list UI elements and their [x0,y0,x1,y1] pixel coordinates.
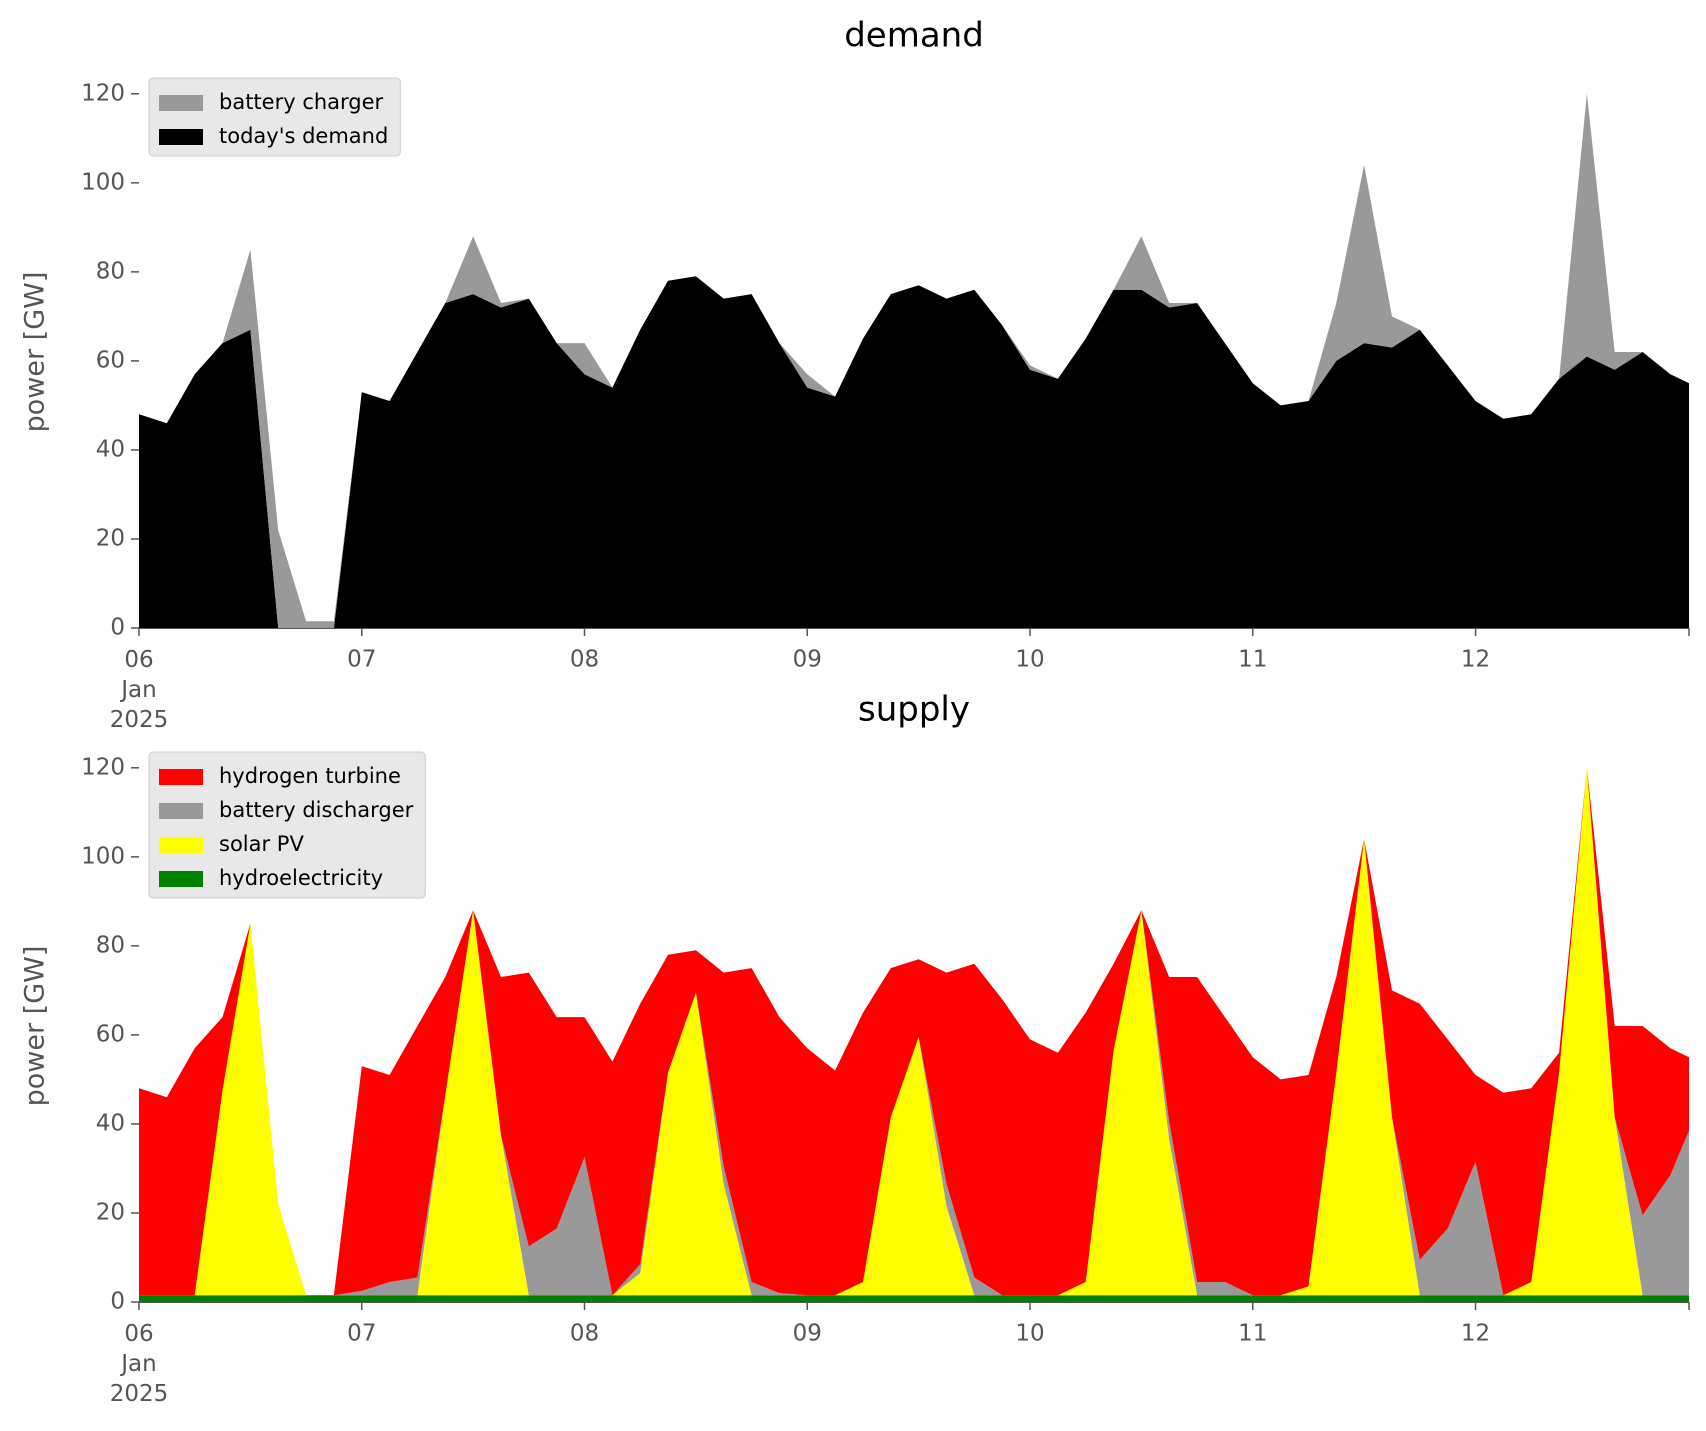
legend-label: today's demand [219,124,388,148]
legend-label: hydroelectricity [219,866,383,890]
legend-label: hydrogen turbine [219,764,401,788]
legend-swatch [159,803,203,819]
x-tick-label: 08 [570,1321,599,1347]
y-tick-label: 120 [81,80,125,106]
x-tick-label: 06 Jan 2025 [110,1321,169,1407]
y-tick-label: 20 [96,525,125,551]
legend-box [148,77,401,157]
x-tick-label: 07 [347,1321,376,1347]
area [139,1295,1689,1302]
legend-swatch [159,769,203,785]
y-tick-label: 60 [96,347,125,373]
area [139,767,1689,1296]
x-tick-label: 11 [1238,1321,1267,1347]
y-tick-label: 100 [81,843,125,869]
legend-box [148,751,426,899]
x-tick-label: 07 [347,647,376,673]
y-tick-label: 120 [81,754,125,780]
y-tick-label: 0 [110,615,125,641]
y-tick-label: 40 [96,436,125,462]
x-tick-label: 06 Jan 2025 [110,647,169,733]
legend-swatch [159,871,203,887]
legend-swatch [159,95,203,111]
y-tick-label: 80 [96,932,125,958]
legend: hydrogen turbine battery discharger solar … [148,751,426,899]
legend-label: solar PV [219,832,304,856]
area [139,276,1689,628]
x-tick-label: 10 [1015,1321,1044,1347]
y-axis-label: power [GW] [20,272,51,433]
y-tick-label: 40 [96,1110,125,1136]
chart-title: supply [858,690,970,730]
y-tick-label: 100 [81,169,125,195]
x-tick-label: 09 [793,647,822,673]
x-tick-label: 11 [1238,647,1267,673]
x-tick-label: 12 [1461,1321,1490,1347]
x-tick-label: 10 [1015,647,1044,673]
x-tick-label: 09 [793,1321,822,1347]
chart-title: demand [844,16,984,56]
area [139,767,1689,1296]
y-axis-label: power [GW] [20,946,51,1107]
x-tick-label: 08 [570,647,599,673]
legend-swatch [159,837,203,853]
y-tick-label: 80 [96,258,125,284]
y-tick-label: 60 [96,1021,125,1047]
legend-label: battery discharger [219,798,414,822]
legend-label: battery charger [219,90,384,114]
y-tick-label: 20 [96,1199,125,1225]
x-tick-label: 12 [1461,647,1490,673]
legend: battery charger today's demand [148,77,401,157]
legend-swatch [159,129,203,145]
y-tick-label: 0 [110,1289,125,1315]
